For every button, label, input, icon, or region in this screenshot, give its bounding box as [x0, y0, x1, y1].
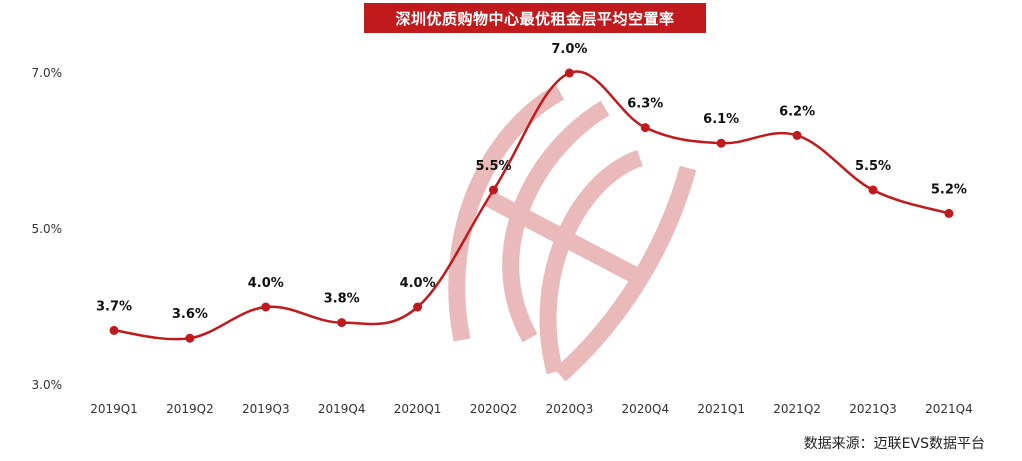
- data-point: [337, 318, 347, 328]
- x-tick-label: 2021Q2: [773, 402, 821, 416]
- x-tick-label: 2020Q3: [546, 402, 594, 416]
- data-points: [109, 68, 954, 343]
- y-tick-label: 7.0%: [32, 66, 63, 80]
- data-label: 4.0%: [248, 276, 284, 291]
- x-tick-label: 2019Q1: [90, 402, 138, 416]
- data-point: [109, 325, 119, 335]
- data-label: 3.7%: [96, 299, 132, 314]
- data-point: [185, 333, 195, 343]
- y-axis: 3.0% 5.0% 7.0%: [32, 66, 63, 392]
- data-point: [868, 185, 878, 195]
- x-tick-label: 2020Q1: [394, 402, 442, 416]
- data-point: [413, 302, 423, 312]
- y-tick-label: 5.0%: [32, 222, 63, 236]
- data-label: 3.8%: [324, 292, 360, 307]
- source-note: 数据来源：迈联EVS数据平台: [803, 436, 985, 452]
- data-point: [564, 68, 574, 78]
- data-label: 4.0%: [400, 276, 436, 291]
- data-label: 7.0%: [551, 42, 587, 57]
- y-tick-label: 3.0%: [32, 378, 63, 392]
- data-point: [489, 185, 498, 195]
- x-tick-label: 2019Q3: [242, 402, 290, 416]
- data-point: [792, 130, 802, 140]
- x-axis: 2019Q1 2019Q2 2019Q3 2019Q4 2020Q1 2020Q2 2020…: [90, 402, 973, 416]
- data-point: [640, 123, 650, 133]
- x-tick-label: 2021Q3: [849, 402, 897, 416]
- data-label: 6.2%: [779, 104, 815, 119]
- data-label: 3.6%: [172, 307, 208, 322]
- data-label: 6.1%: [703, 112, 739, 127]
- x-tick-label: 2019Q2: [166, 402, 214, 416]
- data-label: 5.2%: [931, 182, 967, 197]
- data-label: 6.3%: [627, 97, 663, 112]
- x-tick-label: 2020Q4: [621, 402, 669, 416]
- x-tick-label: 2020Q2: [470, 402, 518, 416]
- data-label: 5.5%: [475, 159, 511, 174]
- chart-title: 深圳优质购物中心最优租金层平均空置率: [364, 3, 706, 33]
- watermark-logo: [448, 84, 697, 382]
- data-labels: 3.7% 3.6% 4.0% 3.8% 4.0% 5.5% 7.0% 6.3% 6.1% 6.2%…: [96, 42, 967, 322]
- data-point: [716, 138, 726, 148]
- x-tick-label: 2021Q1: [697, 402, 745, 416]
- data-label: 5.5%: [855, 159, 891, 174]
- x-tick-label: 2021Q4: [925, 402, 973, 416]
- data-point: [944, 208, 954, 218]
- x-tick-label: 2019Q4: [318, 402, 366, 416]
- data-point: [261, 302, 271, 312]
